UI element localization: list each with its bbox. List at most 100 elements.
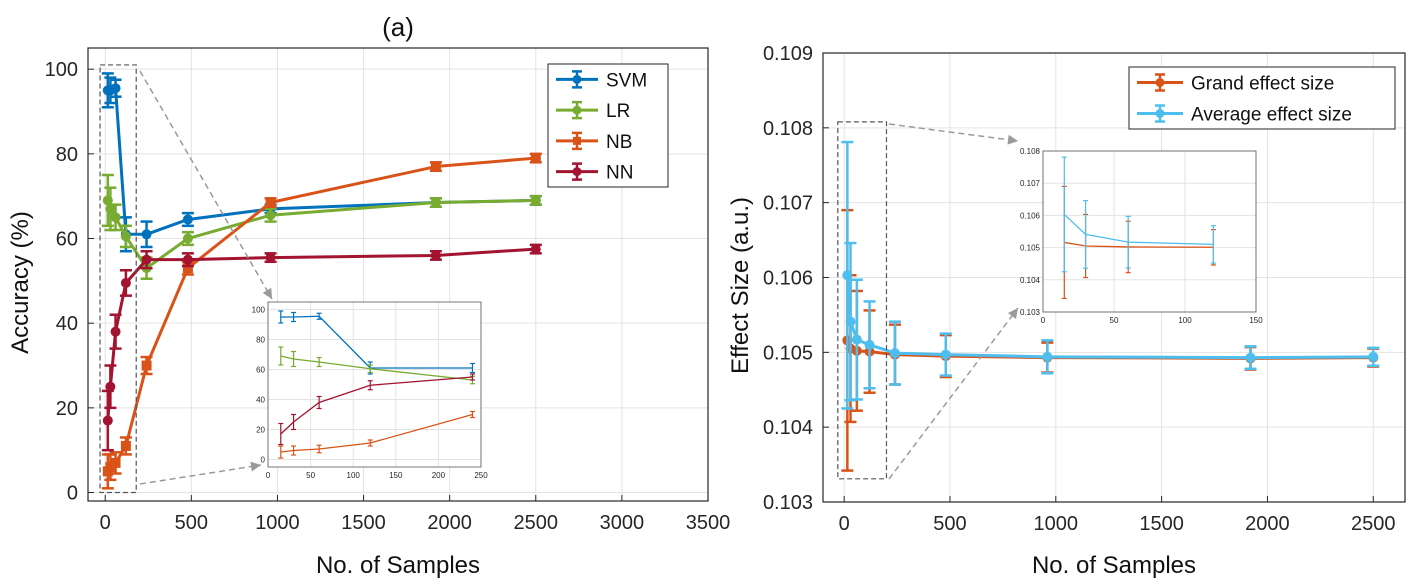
x-tick-label: 1000: [1034, 513, 1079, 535]
legend-entry-lr: LR: [556, 100, 630, 122]
inset-x-tick-label: 50: [1110, 316, 1119, 325]
data-point: [182, 263, 193, 274]
data-point: [430, 161, 441, 172]
inset-frame: [267, 301, 482, 468]
legend-entry-nb: NB: [556, 131, 632, 153]
data-point: [530, 195, 541, 206]
y-tick-label: 60: [56, 229, 78, 251]
data-point: [182, 233, 193, 244]
legend-swatch-marker: [1155, 109, 1165, 118]
y-tick-label: 0.106: [763, 268, 813, 290]
zoom-arrowhead: [262, 287, 272, 299]
inset-y-tick-label: 0.108: [1020, 147, 1041, 156]
inset-y-tick-label: 0.106: [1020, 211, 1041, 220]
zoom-arrowhead: [1007, 134, 1018, 145]
y-tick-label: 40: [56, 313, 78, 335]
zoom-connector-line: [139, 464, 262, 485]
legend-entry-nn: NN: [556, 162, 633, 184]
x-tick-label: 2000: [427, 512, 472, 534]
series-nn: [101, 243, 542, 452]
x-tick-label: 500: [175, 512, 208, 534]
data-point: [530, 244, 541, 255]
inset-series-group: [1061, 156, 1216, 300]
y-tick-label: 0.103: [763, 492, 813, 514]
inset-series-group: [278, 310, 475, 459]
series-nb: [101, 152, 542, 490]
axis-ticks: 0 500 1000 1500 2000 25000.1030.1040.1050.106…: [763, 43, 1396, 535]
x-tick-label: 2500: [1351, 513, 1396, 535]
x-tick-label: 3000: [600, 512, 645, 534]
y-tick-label: 0.107: [763, 193, 813, 215]
x-axis-label: No. of Samples: [1032, 552, 1196, 579]
inset-y-tick-label: 0.107: [1020, 179, 1041, 188]
x-tick-label: 2500: [514, 512, 559, 534]
inset-x-tick-label: 0: [1041, 316, 1046, 325]
inset-x-tick-label: 0: [266, 471, 271, 480]
data-point: [141, 229, 152, 240]
legend-swatch-marker: [1155, 78, 1165, 87]
legend-label: LR: [606, 101, 630, 122]
data-point: [845, 316, 856, 327]
data-point: [182, 254, 193, 265]
inset-y-tick-label: 0.103: [1020, 308, 1041, 317]
inset-chart: 0 50 100 150 200 250 0 20 40 60 80 100: [252, 301, 488, 480]
legend-label: NB: [606, 132, 632, 153]
data-point: [141, 254, 152, 265]
x-tick-label: 1500: [341, 512, 386, 534]
zoom-connector-line: [888, 307, 1019, 480]
inset-background: [1043, 151, 1256, 312]
data-point: [430, 197, 441, 208]
data-point: [265, 252, 276, 263]
data-point: [105, 203, 116, 214]
legend-swatch-marker: [572, 105, 582, 115]
data-point: [110, 457, 121, 468]
plot-frame: [87, 47, 709, 502]
inset-y-tick-label: 20: [256, 426, 265, 435]
inset-y-tick-label: 60: [256, 366, 265, 375]
x-tick-label: 3500: [686, 512, 731, 534]
data-point: [110, 212, 121, 223]
legend-label: Grand effect size: [1191, 74, 1334, 95]
inset-y-tick-label: 0: [261, 456, 266, 465]
inset-y-tick-label: 80: [256, 336, 265, 345]
x-axis-label: No. of Samples: [316, 552, 480, 579]
legend-box: [1128, 66, 1396, 130]
data-point: [1368, 351, 1379, 362]
inset-x-tick-label: 50: [306, 471, 315, 480]
legend-box: [547, 63, 669, 188]
zoom-region-box: [837, 121, 888, 480]
data-point: [110, 326, 121, 337]
legend-entry-grand-effect-size: Grand effect size: [1137, 73, 1334, 95]
y-tick-label: 100: [45, 59, 78, 81]
zoom-connector-line: [888, 123, 1019, 142]
y-tick-label: 0.105: [763, 342, 813, 364]
inset-series-line: [1063, 213, 1214, 246]
legend-label: SVM: [606, 70, 647, 91]
data-point: [182, 214, 193, 225]
x-tick-label: 0: [839, 513, 850, 535]
x-tick-label: 1000: [255, 512, 300, 534]
y-axis-label: Effect Size (a.u.): [727, 197, 754, 374]
data-point: [120, 277, 131, 288]
x-tick-label: 0: [100, 512, 111, 534]
effect-size-chart: 0 500 1000 1500 2000 25000.1030.1040.1050.106…: [727, 43, 1406, 579]
y-tick-label: 20: [56, 398, 78, 420]
data-point: [851, 334, 862, 345]
inset-series-average-effect-size: [1061, 156, 1216, 273]
inset-series-nb: [278, 410, 475, 459]
inset-chart: 0 50 100 150 0.103 0.104 0.105 0.106 0.107 0.108: [1020, 147, 1263, 325]
inset-x-tick-label: 150: [389, 471, 403, 480]
data-point: [864, 339, 875, 350]
legend-label: Average effect size: [1191, 105, 1352, 126]
data-point: [110, 83, 121, 94]
data-point: [120, 440, 131, 451]
inset-x-tick-label: 200: [432, 471, 446, 480]
y-tick-label: 0: [67, 483, 78, 505]
inset-y-tick-label: 0.105: [1020, 244, 1041, 253]
legend-entry-svm: SVM: [556, 70, 647, 91]
chart-title: (a): [382, 12, 414, 42]
y-tick-label: 0.104: [763, 417, 813, 439]
inset-series-nn: [278, 373, 475, 446]
zoom-arrowhead: [1007, 308, 1018, 319]
